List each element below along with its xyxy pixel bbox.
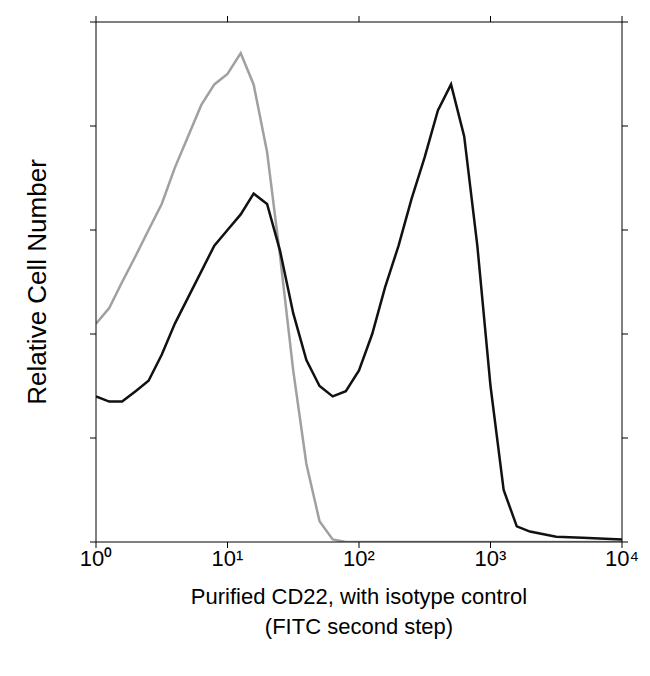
- svg-text:10⁴: 10⁴: [605, 546, 639, 571]
- svg-text:Relative Cell Number: Relative Cell Number: [22, 159, 52, 405]
- svg-text:Purified CD22, with isotype co: Purified CD22, with isotype control(FITC…: [191, 584, 527, 639]
- svg-text:10⁰: 10⁰: [80, 546, 112, 571]
- svg-text:10³: 10³: [475, 546, 507, 571]
- svg-text:10²: 10²: [343, 546, 375, 571]
- svg-text:10¹: 10¹: [212, 546, 244, 571]
